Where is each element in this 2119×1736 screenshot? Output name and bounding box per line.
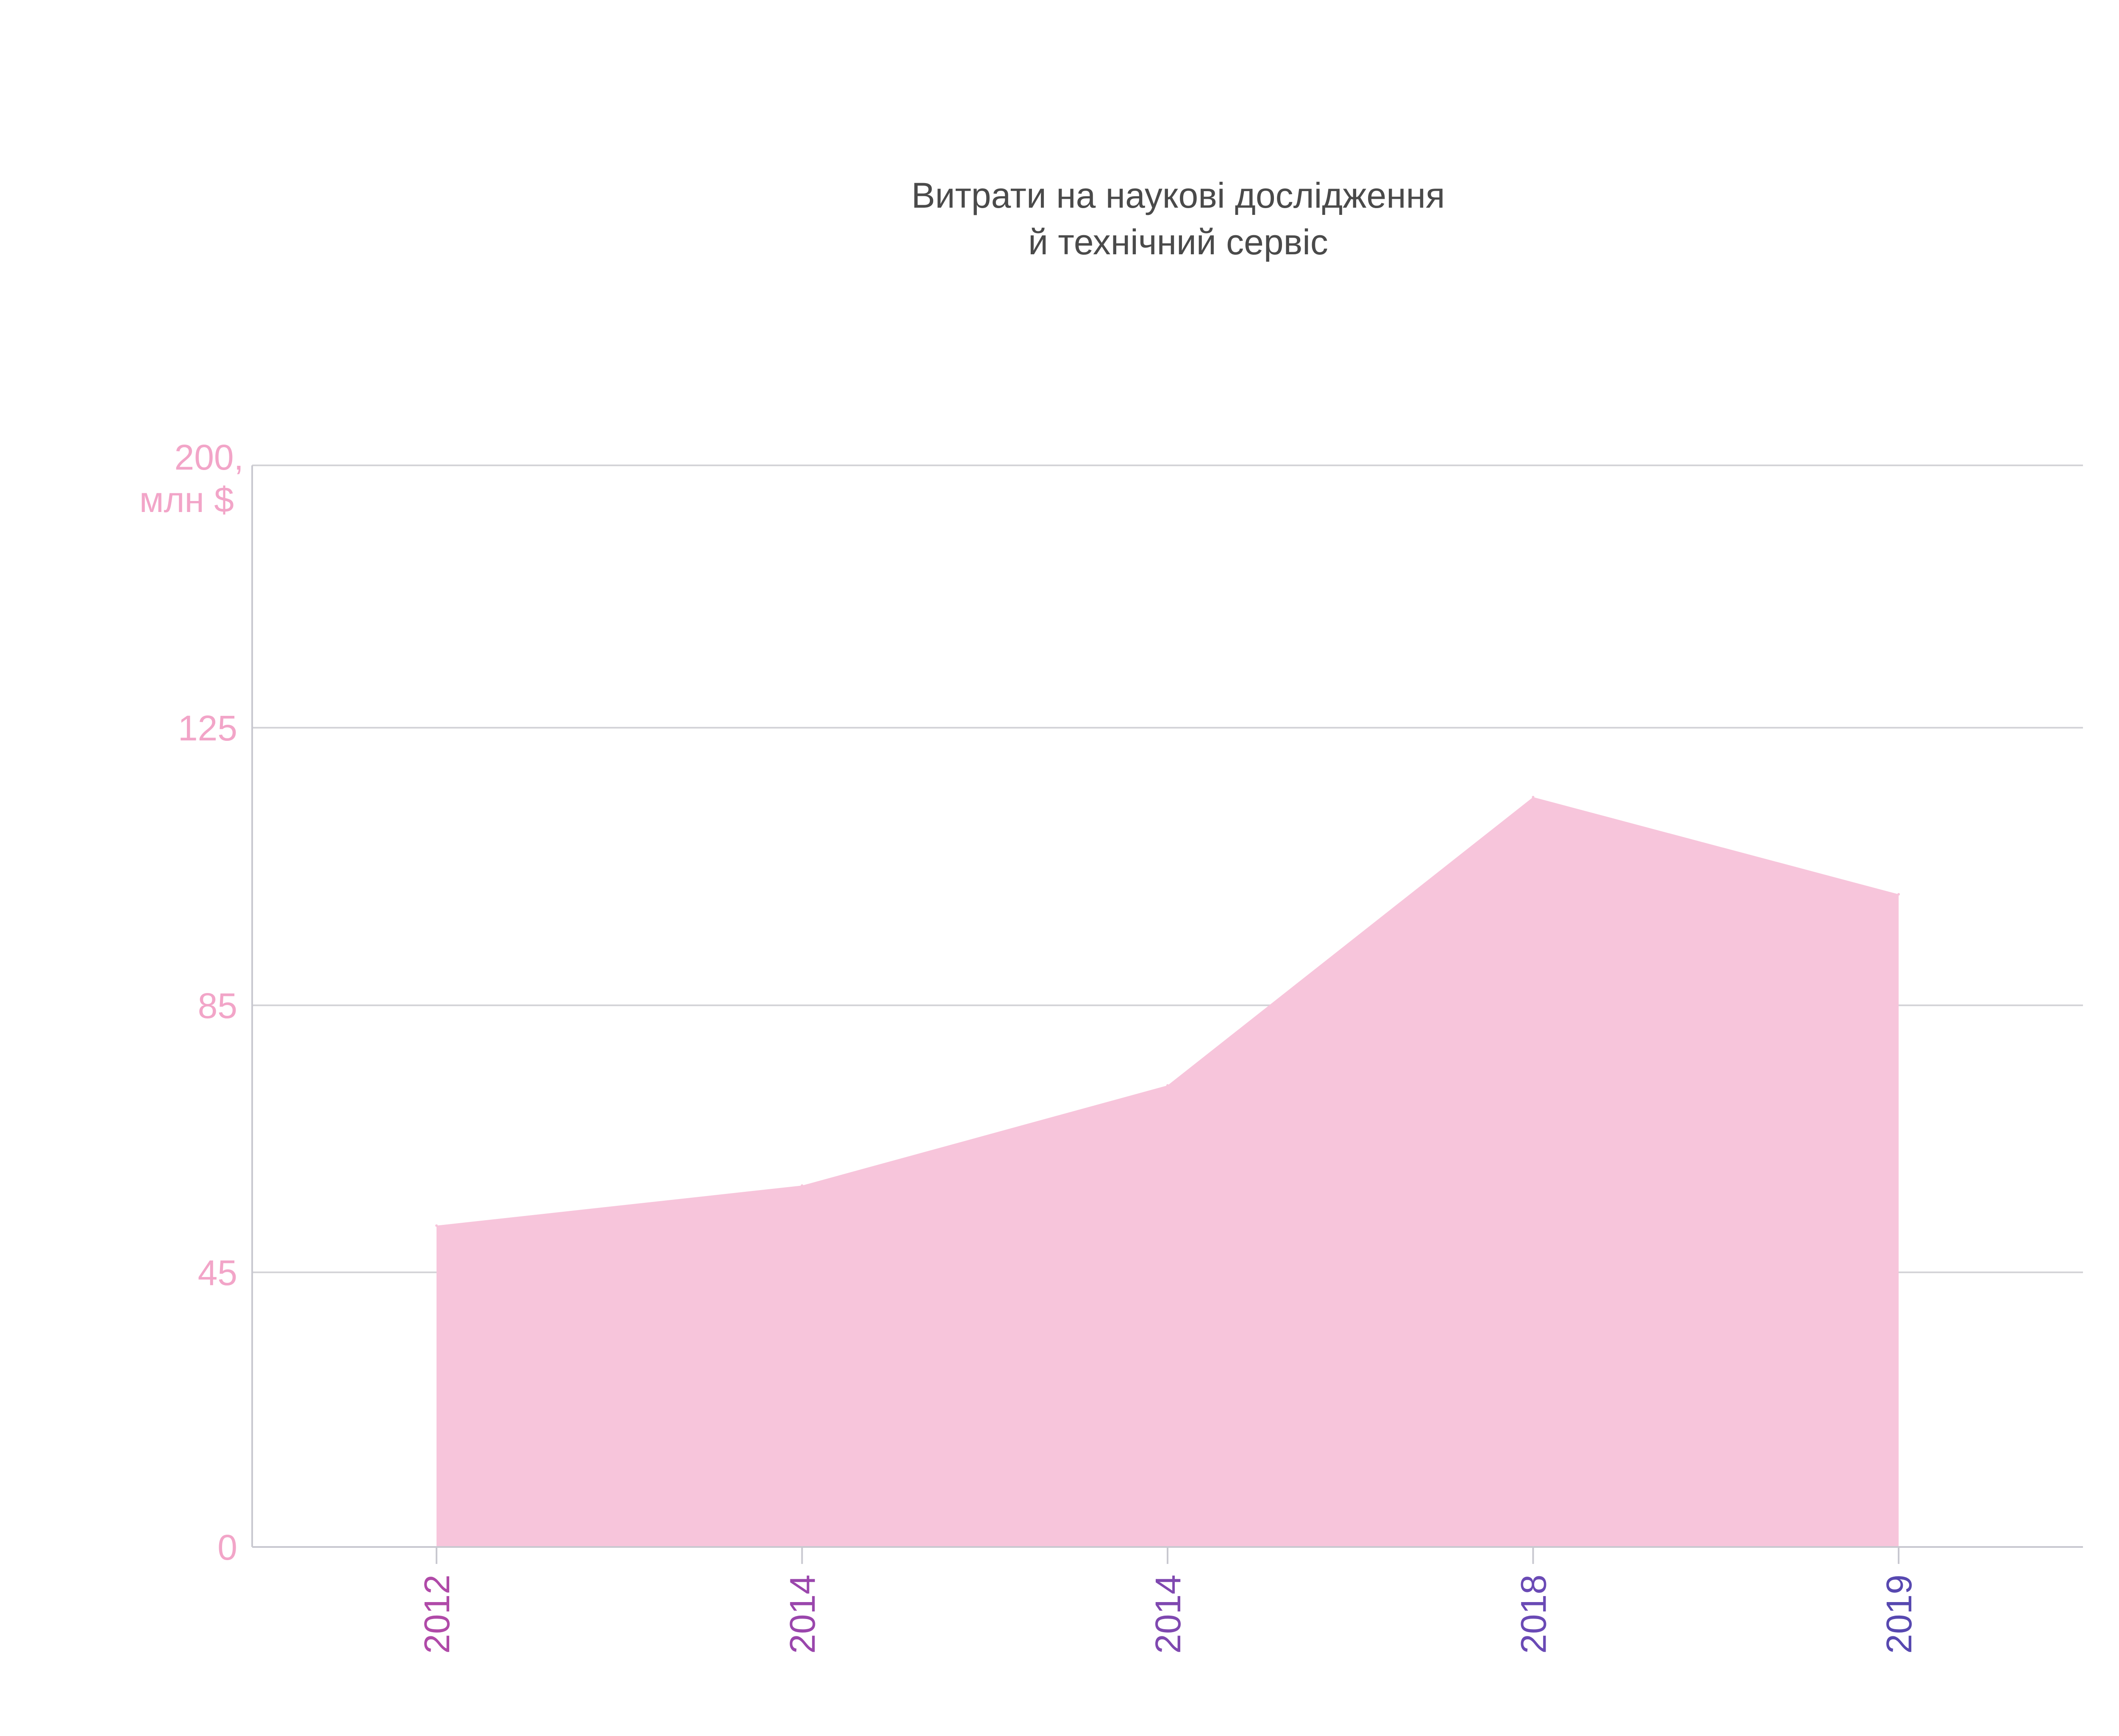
y-axis-unit-label: млн $ [139,480,234,520]
x-tick-label-4: 2019 [1879,1575,1919,1654]
y-tick-label-85: 85 [198,986,237,1026]
y-tick-label-45: 45 [198,1253,237,1293]
x-tick-label-2: 2014 [1148,1575,1188,1654]
chart-title-line-1: Витрати на наукові дослідження [912,175,1445,215]
x-tick-label-3: 2018 [1514,1575,1554,1654]
x-tick-label-0: 2012 [417,1575,457,1654]
data-point-4 [1897,893,1900,896]
data-point-3 [1532,796,1535,798]
x-tick-label-1: 2014 [783,1575,823,1654]
data-point-1 [801,1184,804,1187]
y-axis-tick-labels: 0 45 85 125 200,млн $ [139,437,244,1567]
y-tick-label-125: 125 [178,708,237,748]
chart-title-line-2: й технічний сервіс [1028,222,1328,262]
area-path [437,797,1899,1547]
area-series [435,796,1900,1547]
y-tick-label-0: 0 [217,1527,237,1567]
axes [251,465,2083,1564]
y-tick-label-200: 200, [175,437,244,477]
data-point-2 [1166,1084,1169,1087]
data-point-0 [435,1224,438,1227]
chart-title: Витрати на наукові дослідження й технічн… [912,175,1445,262]
x-axis-tick-labels: 2012 2014 2014 2018 2019 [417,1575,1919,1654]
